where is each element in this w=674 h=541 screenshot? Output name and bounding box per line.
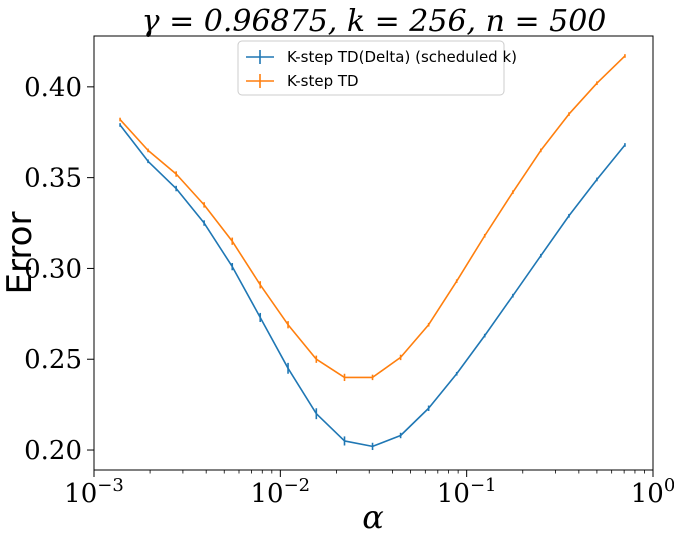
series-1	[119, 123, 626, 451]
y-tick-label: 0.35	[24, 164, 82, 194]
y-axis-ticks: 0.20 0.25 0.30 0.35 0.40	[24, 73, 94, 466]
plot-frame	[93, 35, 654, 471]
series-line	[119, 124, 626, 448]
x-tick-label-exponent: −1	[470, 475, 497, 496]
legend-box	[237, 40, 505, 96]
legend-label: K-step TD	[287, 72, 359, 90]
y-tick-label: 0.20	[24, 436, 82, 466]
x-minor-ticks	[149, 470, 645, 474]
x-tick-label-exponent: −3	[97, 475, 124, 496]
x-tick-label: 10−3	[64, 475, 124, 509]
y-axis-label: Error	[0, 212, 40, 295]
y-tick-label: 0.40	[24, 73, 82, 103]
series-layer	[119, 54, 626, 451]
x-tick-label: 100	[631, 475, 674, 509]
chart-title: γ = 0.96875, k = 256, n = 500	[142, 4, 607, 39]
y-tick-label: 0.30	[24, 254, 82, 284]
x-tick-label-base: 10	[631, 479, 664, 509]
series-line	[119, 55, 626, 379]
legend-entry: K-step TD(Delta) (scheduled k)	[246, 48, 517, 66]
legend-entry: K-step TD	[246, 72, 359, 90]
x-tick-label-base: 10	[64, 479, 97, 509]
legend: K-step TD(Delta) (scheduled k) K-step TD	[237, 40, 517, 96]
series-2	[119, 54, 626, 382]
x-axis-ticks: 10−3 10−2 10−1 100	[64, 470, 674, 509]
x-axis-label: α	[362, 498, 384, 536]
x-tick-label-exponent: 0	[664, 475, 674, 496]
y-tick-label: 0.25	[24, 345, 82, 375]
legend-label: K-step TD(Delta) (scheduled k)	[287, 48, 517, 66]
x-tick-label: 10−2	[251, 475, 311, 509]
x-tick-label-base: 10	[437, 479, 470, 509]
x-tick-label-base: 10	[251, 479, 284, 509]
x-tick-label: 10−1	[437, 475, 497, 509]
x-tick-label-exponent: −2	[284, 475, 311, 496]
